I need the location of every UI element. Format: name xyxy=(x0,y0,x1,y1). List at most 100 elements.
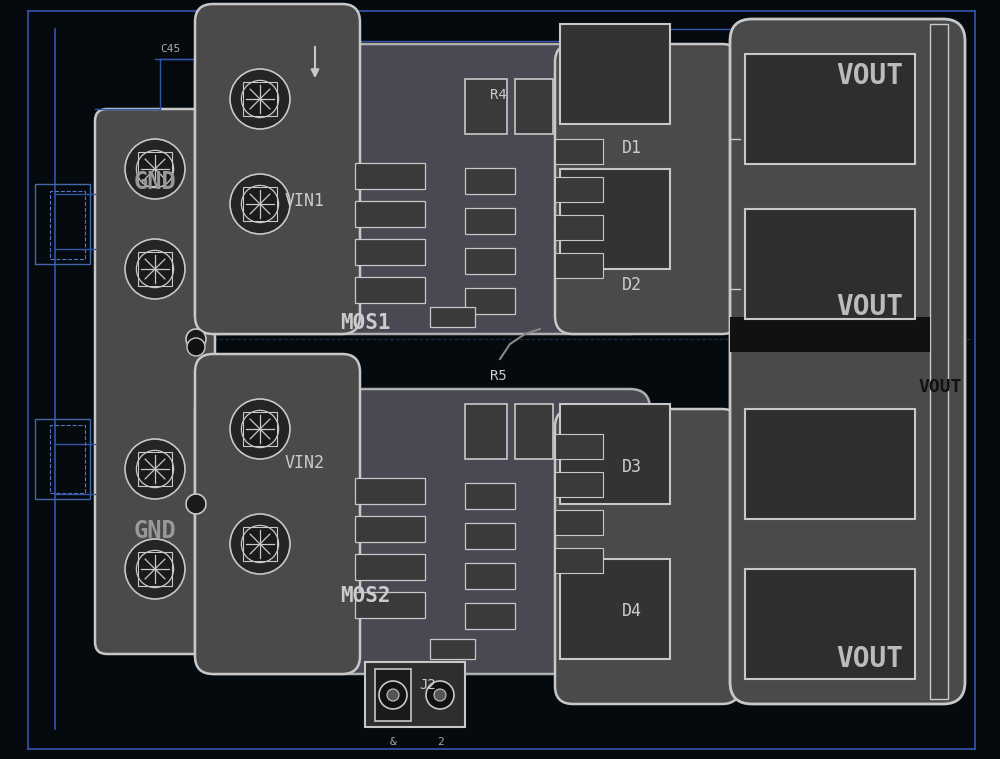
Bar xyxy=(555,215,603,240)
Bar xyxy=(35,419,90,499)
Circle shape xyxy=(434,689,446,701)
Bar xyxy=(465,563,515,589)
Bar xyxy=(560,24,670,124)
Text: R5: R5 xyxy=(490,369,507,383)
Bar xyxy=(50,425,85,493)
Bar xyxy=(355,201,425,227)
FancyBboxPatch shape xyxy=(555,409,740,704)
Bar xyxy=(465,404,507,459)
FancyBboxPatch shape xyxy=(195,354,360,674)
FancyBboxPatch shape xyxy=(195,44,650,334)
Bar xyxy=(243,187,277,221)
Circle shape xyxy=(187,338,205,356)
FancyBboxPatch shape xyxy=(95,109,215,654)
Text: &: & xyxy=(390,737,396,748)
Bar xyxy=(355,163,425,189)
Circle shape xyxy=(230,399,290,459)
Bar xyxy=(555,177,603,202)
Bar xyxy=(555,253,603,278)
Circle shape xyxy=(379,681,407,709)
Text: VOUT: VOUT xyxy=(836,62,904,90)
Bar xyxy=(560,169,670,269)
Bar xyxy=(138,152,172,186)
Circle shape xyxy=(426,681,454,709)
Text: VOUT: VOUT xyxy=(836,294,904,321)
FancyBboxPatch shape xyxy=(555,44,740,334)
Text: GND: GND xyxy=(134,170,176,194)
Bar xyxy=(745,209,915,319)
Bar xyxy=(138,552,172,586)
Bar xyxy=(138,252,172,286)
Bar xyxy=(465,483,515,509)
Circle shape xyxy=(186,329,206,349)
Text: VIN2: VIN2 xyxy=(285,454,325,472)
Bar xyxy=(555,548,603,573)
Bar xyxy=(745,569,915,679)
Bar xyxy=(138,452,172,486)
Bar xyxy=(365,662,465,727)
Circle shape xyxy=(136,550,174,587)
Bar xyxy=(355,478,425,504)
Bar xyxy=(930,24,948,699)
Text: VIN1: VIN1 xyxy=(285,192,325,210)
Bar xyxy=(355,592,425,618)
Bar xyxy=(555,434,603,459)
Bar xyxy=(560,404,670,504)
Circle shape xyxy=(136,150,174,187)
Text: GND: GND xyxy=(134,519,176,543)
Text: MOS2: MOS2 xyxy=(340,586,390,606)
Bar xyxy=(465,208,515,234)
Circle shape xyxy=(125,439,185,499)
Bar xyxy=(730,317,930,352)
FancyBboxPatch shape xyxy=(195,389,650,674)
Circle shape xyxy=(125,539,185,599)
Bar xyxy=(355,277,425,303)
Text: D2: D2 xyxy=(622,276,642,294)
FancyBboxPatch shape xyxy=(730,19,965,704)
Text: D3: D3 xyxy=(622,458,642,476)
Circle shape xyxy=(241,185,279,222)
Circle shape xyxy=(241,80,279,118)
Bar xyxy=(745,409,915,519)
Bar xyxy=(465,523,515,549)
Bar xyxy=(555,510,603,535)
Bar xyxy=(515,404,553,459)
Bar xyxy=(243,82,277,116)
Circle shape xyxy=(230,174,290,234)
Text: VOUT: VOUT xyxy=(836,645,904,672)
Circle shape xyxy=(125,139,185,199)
Circle shape xyxy=(186,494,206,514)
Bar xyxy=(355,554,425,580)
Bar xyxy=(465,248,515,274)
Bar xyxy=(555,472,603,497)
Bar xyxy=(430,307,475,327)
Text: 2: 2 xyxy=(437,737,443,748)
Bar xyxy=(555,139,603,164)
Bar xyxy=(355,516,425,542)
Text: R4: R4 xyxy=(490,88,507,102)
Bar xyxy=(243,412,277,446)
Bar xyxy=(465,603,515,629)
Text: D4: D4 xyxy=(622,602,642,620)
Bar xyxy=(50,191,85,259)
Bar xyxy=(515,79,553,134)
Circle shape xyxy=(230,514,290,574)
Circle shape xyxy=(241,525,279,562)
Text: VOUT: VOUT xyxy=(918,378,962,396)
Text: C45: C45 xyxy=(160,44,180,55)
Bar xyxy=(430,639,475,659)
Text: J2: J2 xyxy=(420,678,436,691)
Bar xyxy=(243,527,277,561)
Bar xyxy=(35,184,90,264)
Text: MOS1: MOS1 xyxy=(340,313,390,332)
Circle shape xyxy=(125,239,185,299)
Bar xyxy=(465,168,515,194)
Bar xyxy=(560,559,670,659)
Bar xyxy=(465,288,515,314)
Bar xyxy=(465,79,507,134)
Bar xyxy=(745,54,915,164)
Bar xyxy=(355,239,425,265)
Circle shape xyxy=(136,450,174,487)
Text: D1: D1 xyxy=(622,139,642,157)
Circle shape xyxy=(136,250,174,288)
